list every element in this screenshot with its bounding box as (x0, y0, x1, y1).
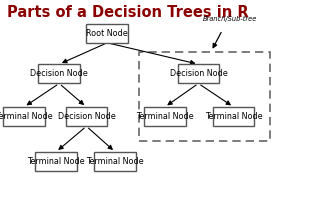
Text: Decision Node: Decision Node (30, 69, 88, 78)
FancyBboxPatch shape (38, 64, 80, 83)
FancyBboxPatch shape (35, 152, 77, 171)
FancyBboxPatch shape (213, 107, 254, 126)
Text: Parts of a Decision Trees in R: Parts of a Decision Trees in R (7, 5, 249, 20)
FancyBboxPatch shape (3, 107, 45, 126)
Text: Terminal Node: Terminal Node (27, 157, 85, 166)
Text: Decision Node: Decision Node (58, 112, 115, 121)
FancyBboxPatch shape (94, 152, 136, 171)
Text: Root Node: Root Node (86, 29, 128, 38)
FancyBboxPatch shape (66, 107, 107, 126)
Text: Terminal Node: Terminal Node (0, 112, 53, 121)
Text: Terminal Node: Terminal Node (136, 112, 194, 121)
FancyBboxPatch shape (86, 24, 128, 43)
Bar (139, 52, 270, 141)
Text: Terminal Node: Terminal Node (205, 112, 262, 121)
Text: Terminal Node: Terminal Node (86, 157, 144, 166)
FancyBboxPatch shape (144, 107, 186, 126)
Text: Branch/Sub-tree: Branch/Sub-tree (203, 16, 258, 22)
Text: Decision Node: Decision Node (170, 69, 227, 78)
FancyBboxPatch shape (178, 64, 219, 83)
